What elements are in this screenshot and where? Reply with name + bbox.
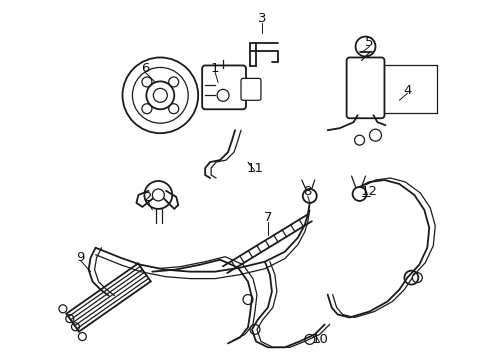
Text: 9: 9 xyxy=(76,251,85,264)
FancyBboxPatch shape xyxy=(241,78,261,100)
Text: 5: 5 xyxy=(365,36,374,49)
Text: 3: 3 xyxy=(258,12,266,25)
Text: 6: 6 xyxy=(141,62,149,75)
FancyBboxPatch shape xyxy=(202,66,246,109)
Text: 8: 8 xyxy=(304,185,312,198)
Text: 11: 11 xyxy=(246,162,264,175)
FancyBboxPatch shape xyxy=(346,58,385,118)
Text: 4: 4 xyxy=(403,84,412,97)
Text: 7: 7 xyxy=(264,211,272,224)
Text: 10: 10 xyxy=(311,333,328,346)
Text: 12: 12 xyxy=(361,185,378,198)
Text: 2: 2 xyxy=(144,192,152,204)
Text: 1: 1 xyxy=(211,62,220,75)
